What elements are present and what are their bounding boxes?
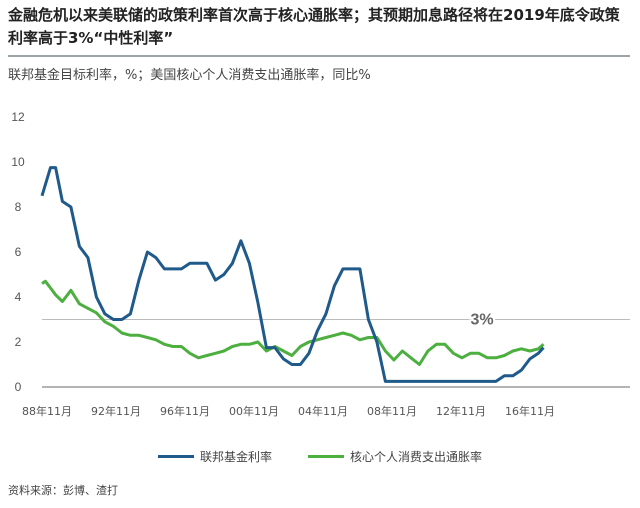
y-tick-label: 6 xyxy=(15,245,22,259)
x-tick-label: 92年11月 xyxy=(91,404,141,418)
legend-item-fed-funds: 联邦基金利率 xyxy=(157,448,272,465)
title-divider xyxy=(8,55,630,57)
y-axis: 0 2 4 6 8 10 12 xyxy=(11,110,25,394)
y-tick-label: 4 xyxy=(15,290,22,304)
x-tick-label: 96年11月 xyxy=(160,404,210,418)
x-tick-label: 88年11月 xyxy=(22,404,72,418)
legend-swatch-fed-funds-icon xyxy=(157,455,194,458)
x-tick-label: 04年11月 xyxy=(298,404,348,418)
y-tick-label: 8 xyxy=(15,200,22,214)
legend-item-core-pce: 核心个人消费支出通胀率 xyxy=(308,448,482,465)
chart-title: 金融危机以来美联储的政策利率首次高于核心通胀率；其预期加息路径将在2019年底令… xyxy=(8,6,620,47)
y-tick-label: 2 xyxy=(15,335,22,349)
x-axis: 88年11月 92年11月 96年11月 00年11月 04年11月 08年11月 12年1… xyxy=(22,404,555,418)
chart-subtitle: 联邦基金目标利率，%；美国核心个人消费支出通胀率，同比% xyxy=(8,68,371,83)
legend-label: 联邦基金利率 xyxy=(199,450,272,464)
y-tick-label: 10 xyxy=(11,155,25,169)
series-core-pce-line xyxy=(41,279,545,366)
line-chart: 0 2 4 6 8 10 12 88年11月 92年11月 96年11月 00年11月 04年11月… xyxy=(11,110,630,418)
x-tick-label: 08年11月 xyxy=(367,404,417,418)
series-fed-funds-line xyxy=(40,166,545,383)
legend: 联邦基金利率 核心个人消费支出通胀率 xyxy=(0,448,640,465)
legend-swatch-core-pce-icon xyxy=(308,455,344,458)
reference-label: 3% xyxy=(470,312,493,329)
legend-label: 核心个人消费支出通胀率 xyxy=(350,450,483,464)
source-note: 资料来源：彭博、渣打 xyxy=(8,484,118,497)
y-tick-label: 12 xyxy=(11,110,25,124)
y-tick-label: 0 xyxy=(15,380,22,394)
x-tick-label: 00年11月 xyxy=(229,404,279,418)
x-tick-label: 12年11月 xyxy=(436,404,486,418)
x-tick-label: 16年11月 xyxy=(505,404,555,418)
